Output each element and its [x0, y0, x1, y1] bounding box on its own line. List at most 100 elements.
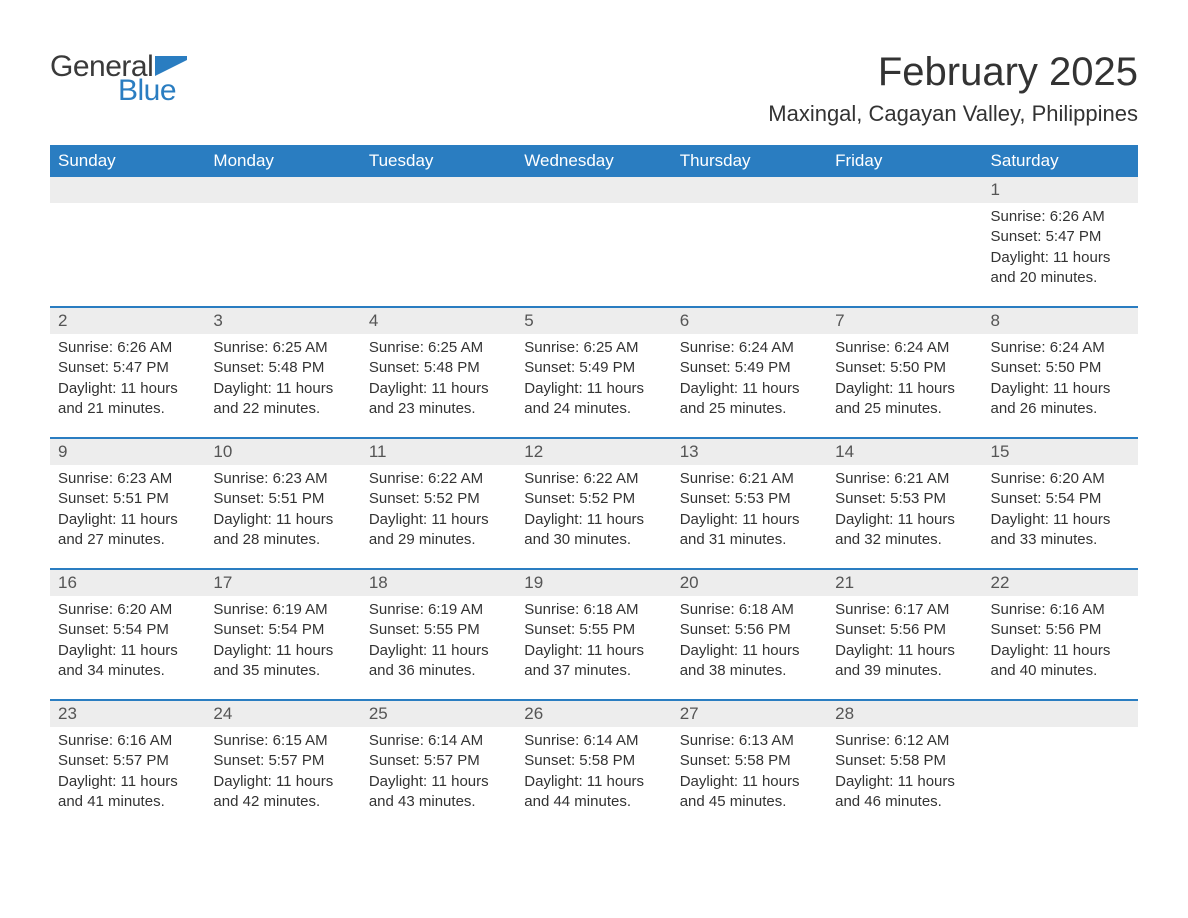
- daylight1-text: Daylight: 11 hours: [369, 510, 508, 530]
- day-number-cell: [672, 177, 827, 203]
- day-number-cell: 24: [205, 700, 360, 727]
- day-number-cell: 25: [361, 700, 516, 727]
- day-content-cell: Sunrise: 6:24 AMSunset: 5:49 PMDaylight:…: [672, 334, 827, 438]
- day-number-cell: 1: [983, 177, 1138, 203]
- header: General Blue February 2025 Maxingal, Cag…: [50, 50, 1138, 127]
- sunset-text: Sunset: 5:58 PM: [835, 751, 974, 771]
- day-content-cell: Sunrise: 6:15 AMSunset: 5:57 PMDaylight:…: [205, 727, 360, 830]
- daylight1-text: Daylight: 11 hours: [58, 379, 197, 399]
- daylight2-text: and 29 minutes.: [369, 530, 508, 550]
- day-number-cell: 3: [205, 307, 360, 334]
- daylight2-text: and 25 minutes.: [680, 399, 819, 419]
- day-content-cell: Sunrise: 6:23 AMSunset: 5:51 PMDaylight:…: [50, 465, 205, 569]
- day-number-cell: 8: [983, 307, 1138, 334]
- daylight1-text: Daylight: 11 hours: [680, 772, 819, 792]
- day-content-row: Sunrise: 6:23 AMSunset: 5:51 PMDaylight:…: [50, 465, 1138, 569]
- day-content-cell: [361, 203, 516, 307]
- day-number: 9: [58, 442, 67, 461]
- day-number-row: 1: [50, 177, 1138, 203]
- day-number: 6: [680, 311, 689, 330]
- daylight2-text: and 36 minutes.: [369, 661, 508, 681]
- daylight2-text: and 42 minutes.: [213, 792, 352, 812]
- daylight1-text: Daylight: 11 hours: [835, 379, 974, 399]
- sunset-text: Sunset: 5:51 PM: [58, 489, 197, 509]
- day-number-cell: 6: [672, 307, 827, 334]
- sunrise-text: Sunrise: 6:16 AM: [991, 600, 1130, 620]
- day-content-cell: [672, 203, 827, 307]
- sunset-text: Sunset: 5:54 PM: [213, 620, 352, 640]
- day-content-cell: Sunrise: 6:14 AMSunset: 5:57 PMDaylight:…: [361, 727, 516, 830]
- sunset-text: Sunset: 5:57 PM: [369, 751, 508, 771]
- sunrise-text: Sunrise: 6:17 AM: [835, 600, 974, 620]
- day-number-row: 9101112131415: [50, 438, 1138, 465]
- day-number: 15: [991, 442, 1010, 461]
- weekday-header: Friday: [827, 145, 982, 177]
- day-content-cell: Sunrise: 6:26 AMSunset: 5:47 PMDaylight:…: [50, 334, 205, 438]
- sunset-text: Sunset: 5:50 PM: [991, 358, 1130, 378]
- sunrise-text: Sunrise: 6:18 AM: [524, 600, 663, 620]
- day-content-cell: Sunrise: 6:19 AMSunset: 5:55 PMDaylight:…: [361, 596, 516, 700]
- day-content-cell: Sunrise: 6:18 AMSunset: 5:55 PMDaylight:…: [516, 596, 671, 700]
- daylight2-text: and 33 minutes.: [991, 530, 1130, 550]
- day-content-cell: Sunrise: 6:17 AMSunset: 5:56 PMDaylight:…: [827, 596, 982, 700]
- day-content-cell: Sunrise: 6:20 AMSunset: 5:54 PMDaylight:…: [50, 596, 205, 700]
- day-content-cell: Sunrise: 6:25 AMSunset: 5:48 PMDaylight:…: [205, 334, 360, 438]
- day-number-cell: 2: [50, 307, 205, 334]
- day-number-cell: [361, 177, 516, 203]
- sunset-text: Sunset: 5:54 PM: [58, 620, 197, 640]
- sunrise-text: Sunrise: 6:20 AM: [58, 600, 197, 620]
- daylight1-text: Daylight: 11 hours: [524, 772, 663, 792]
- day-content-cell: Sunrise: 6:13 AMSunset: 5:58 PMDaylight:…: [672, 727, 827, 830]
- sunrise-text: Sunrise: 6:21 AM: [835, 469, 974, 489]
- sunset-text: Sunset: 5:58 PM: [524, 751, 663, 771]
- sunset-text: Sunset: 5:49 PM: [680, 358, 819, 378]
- sunset-text: Sunset: 5:48 PM: [369, 358, 508, 378]
- day-content-cell: Sunrise: 6:21 AMSunset: 5:53 PMDaylight:…: [827, 465, 982, 569]
- sunrise-text: Sunrise: 6:14 AM: [524, 731, 663, 751]
- sunset-text: Sunset: 5:53 PM: [680, 489, 819, 509]
- page-title: February 2025: [768, 50, 1138, 95]
- sunrise-text: Sunrise: 6:19 AM: [213, 600, 352, 620]
- weekday-header: Saturday: [983, 145, 1138, 177]
- day-number-cell: 15: [983, 438, 1138, 465]
- sunset-text: Sunset: 5:52 PM: [369, 489, 508, 509]
- day-number-cell: 7: [827, 307, 982, 334]
- logo: General Blue: [50, 50, 187, 108]
- day-content-cell: Sunrise: 6:12 AMSunset: 5:58 PMDaylight:…: [827, 727, 982, 830]
- sunset-text: Sunset: 5:53 PM: [835, 489, 974, 509]
- day-number-cell: [983, 700, 1138, 727]
- sunrise-text: Sunrise: 6:16 AM: [58, 731, 197, 751]
- daylight1-text: Daylight: 11 hours: [835, 772, 974, 792]
- day-content-cell: [205, 203, 360, 307]
- sunset-text: Sunset: 5:57 PM: [213, 751, 352, 771]
- day-number-cell: [205, 177, 360, 203]
- day-content-cell: Sunrise: 6:20 AMSunset: 5:54 PMDaylight:…: [983, 465, 1138, 569]
- day-content-cell: Sunrise: 6:18 AMSunset: 5:56 PMDaylight:…: [672, 596, 827, 700]
- daylight2-text: and 45 minutes.: [680, 792, 819, 812]
- daylight1-text: Daylight: 11 hours: [524, 641, 663, 661]
- daylight1-text: Daylight: 11 hours: [524, 510, 663, 530]
- daylight2-text: and 26 minutes.: [991, 399, 1130, 419]
- day-number: 4: [369, 311, 378, 330]
- sunset-text: Sunset: 5:48 PM: [213, 358, 352, 378]
- sunset-text: Sunset: 5:56 PM: [835, 620, 974, 640]
- day-number: 13: [680, 442, 699, 461]
- sunset-text: Sunset: 5:52 PM: [524, 489, 663, 509]
- daylight1-text: Daylight: 11 hours: [369, 772, 508, 792]
- sunset-text: Sunset: 5:51 PM: [213, 489, 352, 509]
- day-number-row: 16171819202122: [50, 569, 1138, 596]
- day-number-cell: 10: [205, 438, 360, 465]
- sunset-text: Sunset: 5:56 PM: [991, 620, 1130, 640]
- day-number-cell: [50, 177, 205, 203]
- day-number: 14: [835, 442, 854, 461]
- logo-word2: Blue: [118, 74, 187, 108]
- day-number-cell: [516, 177, 671, 203]
- day-number: 7: [835, 311, 844, 330]
- weekday-header: Sunday: [50, 145, 205, 177]
- sunrise-text: Sunrise: 6:26 AM: [991, 207, 1130, 227]
- daylight1-text: Daylight: 11 hours: [991, 248, 1130, 268]
- daylight1-text: Daylight: 11 hours: [58, 641, 197, 661]
- daylight1-text: Daylight: 11 hours: [213, 772, 352, 792]
- sunrise-text: Sunrise: 6:25 AM: [524, 338, 663, 358]
- sunset-text: Sunset: 5:55 PM: [369, 620, 508, 640]
